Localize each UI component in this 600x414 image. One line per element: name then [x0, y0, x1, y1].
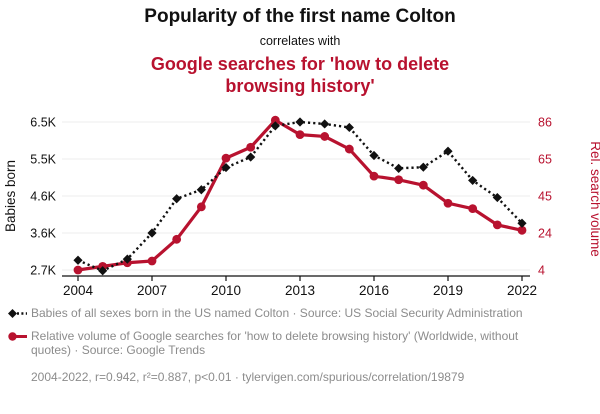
dual-axis-line-chart: 2004 2007 2010 2013 2016 2019 2022 2.7K 3.6K 4.6K… [3, 115, 600, 299]
series-searches-marker [172, 234, 182, 244]
page-title: Popularity of the first name Colton [144, 6, 456, 27]
series-searches-marker [418, 180, 428, 190]
series-searches-line [77, 118, 523, 272]
series-babies-marker [73, 255, 83, 265]
series-babies-marker [270, 121, 280, 131]
series-searches-marker [147, 256, 157, 266]
legend-item-babies: Babies of all sexes born in the US named… [8, 306, 590, 320]
chart-area: 2004 2007 2010 2013 2016 2019 2022 2.7K 3.6K 4.6K… [0, 99, 600, 304]
svg-text:4.6K: 4.6K [30, 190, 56, 204]
svg-text:2010: 2010 [211, 283, 241, 298]
svg-text:2016: 2016 [359, 283, 389, 298]
series-searches-marker [295, 130, 305, 140]
series-searches-marker [517, 225, 527, 235]
left-axis: 2.7K 3.6K 4.6K 5.5K 6.5K Babies born [3, 116, 57, 278]
series-babies-marker [344, 122, 354, 133]
series-searches-marker [468, 204, 478, 214]
series-searches-marker [270, 115, 280, 125]
chart-legend: Babies of all sexes born in the US named… [0, 306, 600, 386]
series-searches-marker [320, 132, 330, 141]
series-searches-marker [492, 220, 502, 230]
legend-label-babies: Babies of all sexes born in the US named… [31, 306, 523, 320]
svg-text:86: 86 [538, 116, 552, 130]
gridlines [62, 121, 530, 271]
footer: 2004-2022, r=0.942, r²=0.887, p<0.01 · t… [8, 368, 590, 386]
series-babies-marker [147, 228, 157, 238]
series-searches-marker [344, 144, 354, 154]
series-searches-marker [73, 265, 83, 275]
series-babies-marker [394, 163, 404, 173]
svg-text:65: 65 [538, 153, 552, 167]
svg-text:2004: 2004 [63, 283, 94, 298]
chart-header: Popularity of the first name Colton corr… [0, 0, 600, 97]
series-babies-marker [492, 192, 502, 203]
series-searches-marker [394, 175, 404, 185]
svg-text:24: 24 [538, 227, 552, 241]
series-babies-marker [98, 266, 108, 276]
series-babies-marker [246, 152, 256, 162]
x-axis: 2004 2007 2010 2013 2016 2019 2022 [62, 275, 537, 298]
svg-text:45: 45 [538, 190, 552, 204]
series-babies [73, 117, 527, 276]
series-babies-marker [295, 117, 305, 127]
series-babies-marker [196, 185, 206, 195]
svg-text:2019: 2019 [433, 283, 463, 298]
series-babies-marker [468, 175, 478, 186]
series-searches-marker [369, 171, 379, 181]
footer-stats: 2004-2022, r=0.942, r²=0.887, p<0.01 · t… [31, 370, 465, 384]
legend-label-searches: Relative volume of Google searches for '… [31, 329, 519, 357]
series-babies-marker [369, 150, 379, 161]
right-axis-title: Rel. search volume [588, 141, 600, 257]
series-babies-marker [443, 146, 453, 156]
svg-text:6.5K: 6.5K [30, 116, 56, 130]
correlates-with-label: correlates with [259, 34, 341, 48]
left-axis-title: Babies born [3, 160, 18, 232]
legend-item-searches: Relative volume of Google searches for '… [8, 329, 590, 357]
series-babies-marker [172, 194, 182, 204]
svg-text:2.7K: 2.7K [30, 264, 56, 278]
svg-text:5.5K: 5.5K [30, 153, 56, 167]
series-searches-marker [221, 153, 231, 163]
svg-text:2013: 2013 [285, 283, 315, 298]
black-diamond-dotted-icon [8, 309, 27, 318]
series-searches-marker [196, 202, 206, 212]
series-babies-marker [320, 119, 330, 129]
right-axis: 4 24 45 65 86 Rel. search volume [538, 116, 600, 278]
series-babies-marker [517, 218, 527, 228]
series-babies-marker [418, 162, 428, 172]
svg-text:2022: 2022 [507, 283, 537, 298]
red-circle-solid-icon [8, 332, 27, 341]
series-searches-marker [443, 198, 453, 208]
svg-text:4: 4 [538, 264, 545, 278]
series-searches-marker [246, 142, 256, 152]
svg-text:2007: 2007 [137, 283, 167, 298]
series-searches [73, 115, 527, 275]
svg-text:3.6K: 3.6K [30, 227, 56, 241]
secondary-title: Google searches for 'how to delete brows… [150, 54, 450, 96]
series-babies-marker [221, 162, 231, 173]
